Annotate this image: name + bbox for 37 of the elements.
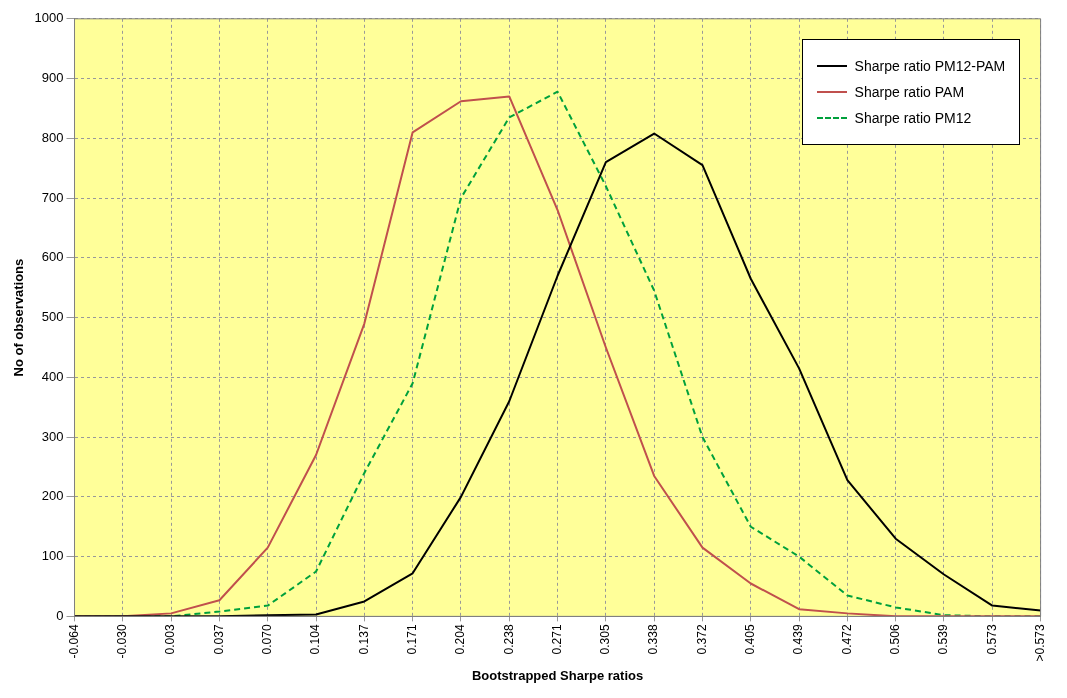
x-tick-label: 0.539: [936, 624, 951, 655]
y-tick-label: 800: [41, 129, 64, 145]
x-tick-label: 0.204: [453, 624, 468, 655]
x-tick-label: 0.003: [163, 624, 178, 655]
y-tick-label: 600: [41, 249, 64, 265]
y-tick-label: 0: [56, 607, 64, 623]
y-tick-label: 500: [41, 309, 64, 325]
x-tick-label: 0.573: [984, 624, 999, 655]
legend-label: Sharpe ratio PM12: [854, 109, 972, 126]
y-tick-label: 300: [41, 428, 64, 444]
legend-label: Sharpe ratio PAM: [854, 83, 965, 100]
y-tick-label: 200: [41, 488, 64, 504]
x-tick-label: 0.472: [839, 624, 854, 655]
x-tick-label: 0.070: [260, 624, 275, 655]
x-tick-label: 0.305: [598, 624, 613, 655]
legend-label: Sharpe ratio PM12-PAM: [854, 57, 1006, 74]
x-tick-label: 0.338: [646, 624, 661, 655]
y-tick-label: 1000: [34, 10, 64, 26]
x-tick-label: 0.037: [211, 624, 226, 655]
x-tick-label: -0.064: [66, 624, 81, 659]
x-axis-title: Bootstrapped Sharpe ratios: [471, 667, 644, 683]
y-axis-title: No of observations: [11, 258, 27, 377]
x-tick-label: 0.171: [404, 624, 419, 655]
x-tick-label: 0.439: [791, 624, 806, 655]
x-tick-label: 0.137: [356, 624, 371, 655]
x-tick-label: >0.573: [1032, 624, 1047, 662]
y-tick-label: 700: [41, 189, 64, 205]
x-tick-label: 0.271: [549, 624, 564, 655]
x-tick-label: 0.372: [694, 624, 709, 655]
y-tick-label: 900: [41, 70, 64, 86]
x-tick-label: 0.238: [501, 624, 516, 655]
y-tick-label: 400: [41, 368, 64, 384]
y-tick-label: 100: [41, 548, 64, 564]
x-tick-label: 0.104: [308, 624, 323, 655]
x-tick-label: 0.405: [743, 624, 758, 655]
x-tick-label: -0.030: [115, 624, 130, 659]
x-tick-label: 0.506: [888, 624, 902, 655]
